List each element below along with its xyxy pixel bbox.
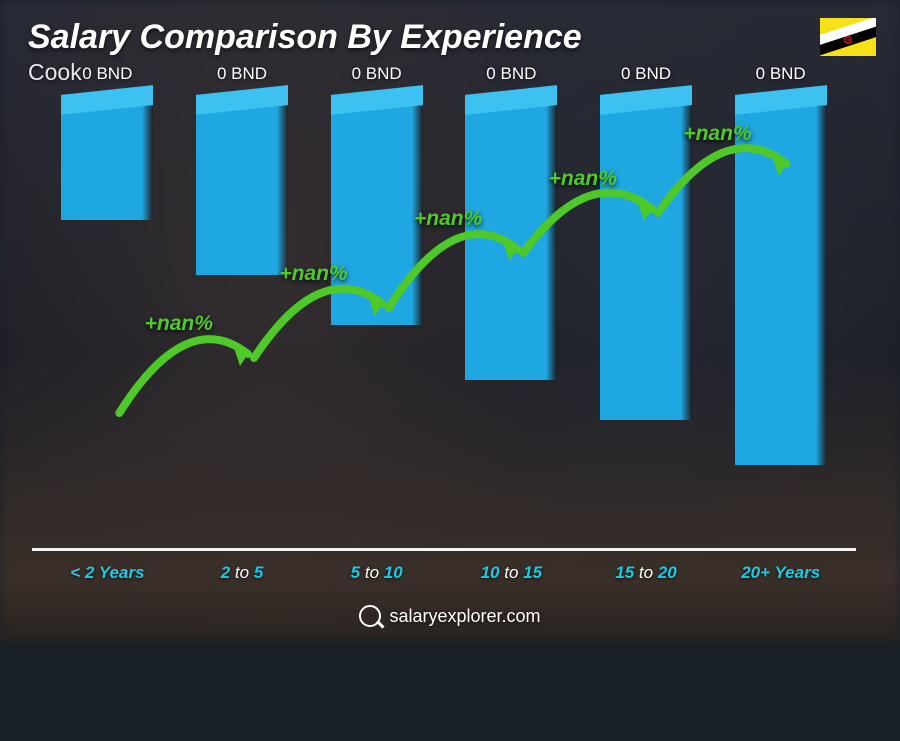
category-label: 5 to 10 [307,563,447,583]
bar-group: 0 BND10 to 15 [444,100,579,551]
bar-value-label: 0 BND [61,64,153,84]
category-label: < 2 Years [37,563,177,583]
chart-title: Salary Comparison By Experience [28,18,872,57]
bar-value-label: 0 BND [600,64,692,84]
category-label: 2 to 5 [172,563,312,583]
bar-group: 0 BND5 to 10 [309,100,444,551]
bar-group: 0 BND15 to 20 [579,100,714,551]
flag-crest-icon: ۞ [844,28,853,46]
bar-group: 0 BND20+ Years [713,100,848,551]
magnifier-icon [359,605,381,627]
bar: 0 BND [61,100,153,220]
category-label: 20+ Years [711,563,851,583]
bar-value-label: 0 BND [465,64,557,84]
bar-value-label: 0 BND [735,64,827,84]
bar-value-label: 0 BND [196,64,288,84]
category-label: 15 to 20 [576,563,716,583]
footer: salaryexplorer.com [0,605,900,627]
x-axis-line [32,548,856,551]
footer-text: salaryexplorer.com [389,606,540,627]
bar: 0 BND [735,100,827,465]
bar: 0 BND [331,100,423,325]
bar-chart: 0 BND< 2 Years0 BND2 to 50 BND5 to 100 B… [40,100,848,551]
bar-value-label: 0 BND [331,64,423,84]
flag-brunei: ۞ [820,18,876,56]
category-label: 10 to 15 [441,563,581,583]
bar: 0 BND [196,100,288,275]
bar-group: 0 BND2 to 5 [175,100,310,551]
bar: 0 BND [465,100,557,380]
bar: 0 BND [600,100,692,420]
bar-group: 0 BND< 2 Years [40,100,175,551]
